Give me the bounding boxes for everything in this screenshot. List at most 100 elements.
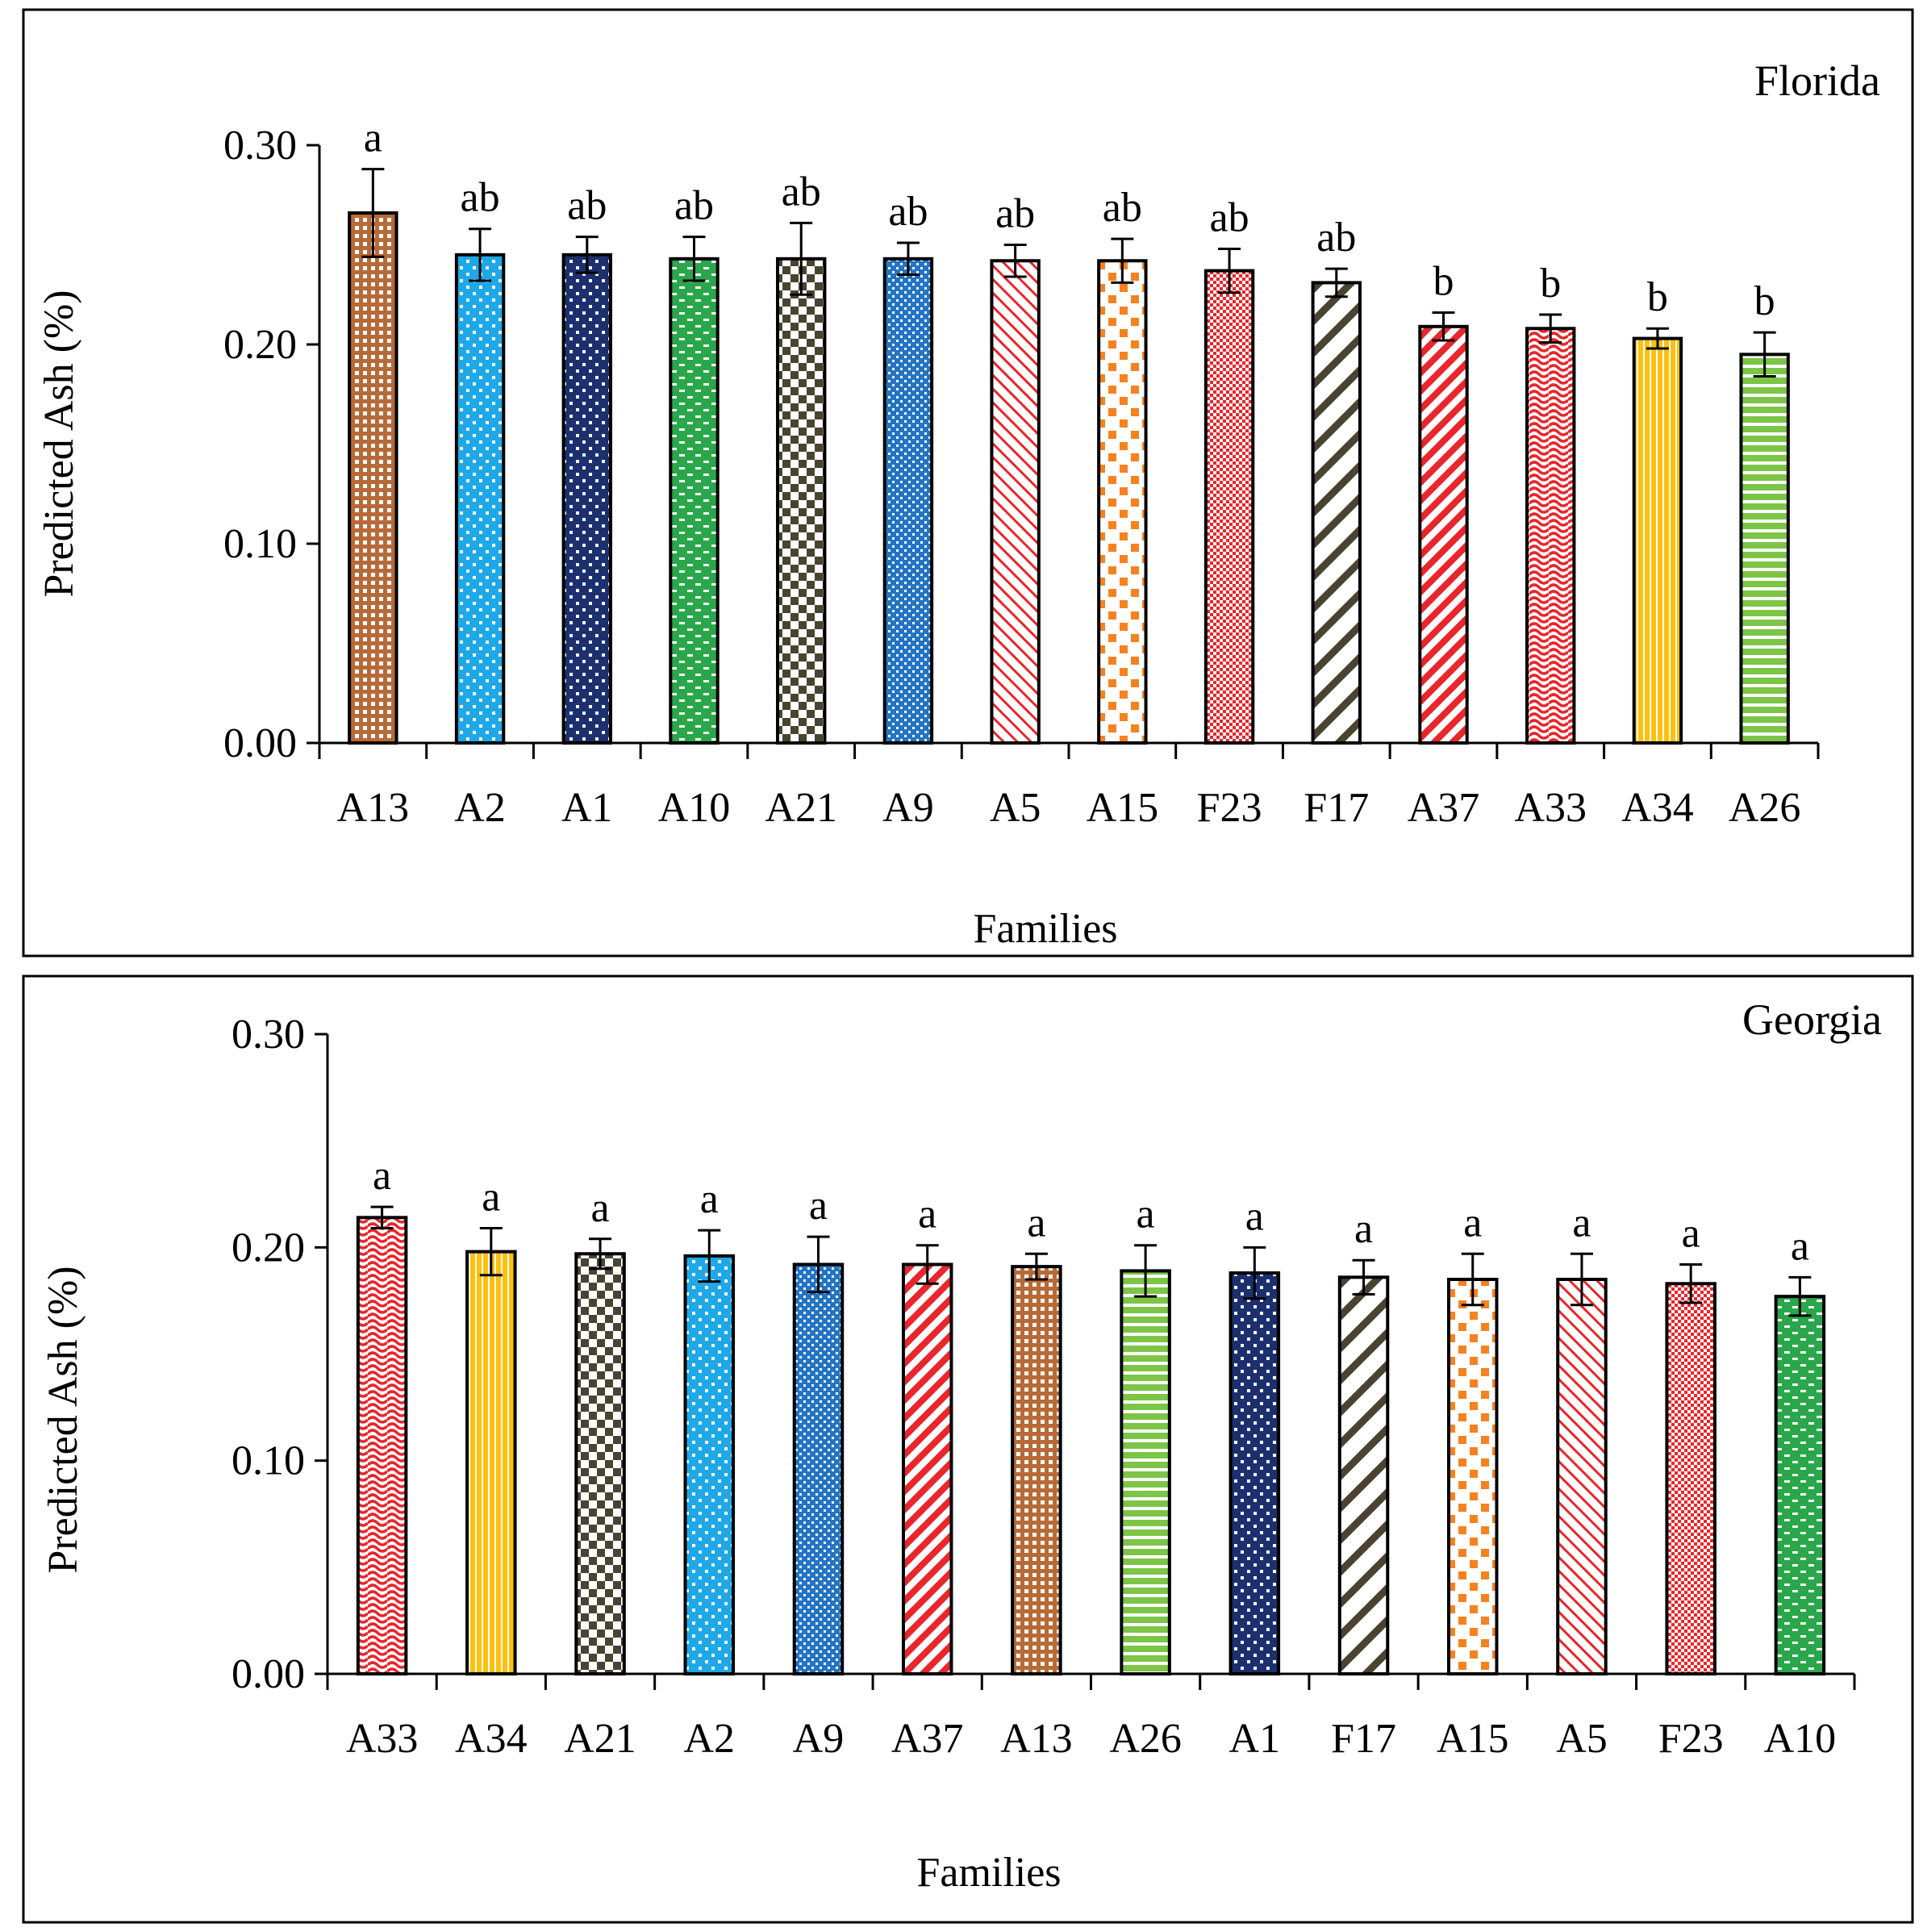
x-tick-label: A15 — [1437, 1716, 1509, 1762]
x-tick-label: A5 — [1556, 1716, 1608, 1762]
error-bar — [916, 1244, 939, 1285]
significance-letter: a — [1463, 1200, 1482, 1246]
panel-frame — [22, 974, 1914, 1924]
significance-letter: a — [700, 1176, 719, 1222]
significance-letter: a — [1354, 1206, 1373, 1252]
bar-a2 — [683, 1254, 735, 1675]
bar-a37 — [1418, 324, 1469, 745]
x-tick-label: F17 — [1331, 1716, 1396, 1762]
significance-letter: a — [918, 1191, 936, 1237]
bar-f17 — [1337, 1275, 1390, 1675]
florida-chart-panel: Florida 0.00 0.10 0.20 0.30 Predicted Ash (%)… — [22, 8, 1914, 958]
significance-letter: ab — [567, 183, 607, 229]
x-tick-label: A2 — [683, 1716, 735, 1762]
significance-letter: ab — [995, 191, 1035, 237]
error-bar — [1134, 1244, 1158, 1298]
significance-letter: b — [1647, 274, 1668, 320]
x-tick-label: A9 — [793, 1716, 845, 1762]
error-bar — [1788, 1275, 1812, 1317]
y-axis-title: Predicted Ash (%) — [40, 1266, 86, 1573]
x-tick-label: A33 — [346, 1716, 419, 1762]
x-tick-label: A21 — [564, 1716, 636, 1762]
error-bar — [1461, 1252, 1484, 1307]
bar-a10 — [1774, 1295, 1826, 1675]
y-tick-label: 0.00 — [232, 1651, 305, 1697]
bar-a9 — [792, 1262, 845, 1675]
significance-letter: ab — [1316, 215, 1356, 261]
x-tick-label: A1 — [561, 785, 613, 831]
significance-letter: ab — [782, 169, 821, 215]
bar-a33 — [356, 1216, 408, 1675]
significance-letter: a — [590, 1185, 609, 1231]
error-bar — [1324, 267, 1348, 298]
error-bar — [682, 236, 706, 282]
bar-a26 — [1739, 353, 1790, 745]
error-bar — [1679, 1262, 1703, 1304]
significance-letter: a — [1137, 1191, 1155, 1237]
x-tick-label: A13 — [337, 785, 410, 831]
bar-a34 — [1632, 336, 1683, 745]
bar-a26 — [1120, 1269, 1171, 1676]
error-bar — [1024, 1252, 1048, 1281]
bar-a5 — [1556, 1277, 1608, 1675]
bar-a5 — [990, 259, 1041, 745]
x-tick-label: A21 — [765, 785, 837, 831]
x-tick-label: A26 — [1729, 785, 1801, 831]
bar-a10 — [669, 257, 720, 745]
significance-letter: ab — [461, 175, 500, 221]
error-bar — [479, 1227, 503, 1277]
x-axis-title: Families — [916, 1850, 1061, 1896]
bar-a37 — [901, 1262, 953, 1675]
y-tick-label: 0.10 — [232, 1438, 305, 1484]
significance-letter: a — [1572, 1200, 1591, 1246]
bar-a15 — [1447, 1277, 1499, 1675]
x-tick-label: F17 — [1304, 785, 1369, 831]
bar-a33 — [1525, 327, 1576, 745]
significance-letter: a — [482, 1175, 500, 1221]
x-tick-label: A10 — [1764, 1716, 1837, 1762]
bar-a2 — [454, 252, 506, 745]
x-tick-label: A5 — [990, 785, 1041, 831]
error-bar — [1539, 313, 1562, 344]
y-tick-label: 0.20 — [223, 322, 297, 368]
significance-letter: a — [373, 1153, 391, 1199]
significance-letter: ab — [674, 183, 714, 229]
y-tick-label: 0.20 — [232, 1225, 305, 1271]
x-tick-label: A2 — [454, 785, 506, 831]
significance-letter: b — [1433, 258, 1454, 304]
bar-a34 — [465, 1250, 517, 1675]
error-bar — [896, 241, 920, 277]
x-tick-label: F23 — [1658, 1716, 1724, 1762]
panel-frame — [22, 8, 1914, 958]
bar-a15 — [1097, 259, 1148, 745]
x-tick-label: A34 — [1621, 785, 1694, 831]
significance-letter: a — [1791, 1223, 1809, 1269]
significance-letter: ab — [888, 189, 928, 235]
significance-letter: b — [1754, 278, 1775, 324]
x-tick-label: A13 — [1000, 1716, 1073, 1762]
error-bar — [790, 221, 813, 296]
y-tick-label: 0.30 — [223, 123, 297, 169]
x-tick-label: A33 — [1514, 785, 1587, 831]
error-bar — [1243, 1246, 1266, 1300]
panel-title: Georgia — [1742, 995, 1882, 1044]
x-tick-label: A37 — [891, 1716, 964, 1762]
panel-title: Florida — [1754, 56, 1880, 105]
error-bar — [807, 1235, 830, 1294]
y-tick-label: 0.00 — [223, 720, 297, 766]
y-tick-label: 0.10 — [223, 521, 297, 567]
bar-a13 — [348, 211, 398, 745]
error-bar — [1646, 327, 1669, 350]
x-axis-title: Families — [973, 906, 1117, 952]
bar-a21 — [574, 1252, 626, 1675]
error-bar — [1570, 1252, 1593, 1307]
significance-letter: a — [364, 115, 382, 161]
error-bar — [1111, 237, 1134, 284]
bar-a21 — [776, 257, 827, 745]
significance-letter: a — [1245, 1193, 1264, 1239]
x-tick-label: F23 — [1197, 785, 1262, 831]
bar-a13 — [1011, 1265, 1062, 1675]
significance-letter: ab — [1210, 194, 1249, 240]
y-tick-label: 0.30 — [232, 1012, 305, 1058]
